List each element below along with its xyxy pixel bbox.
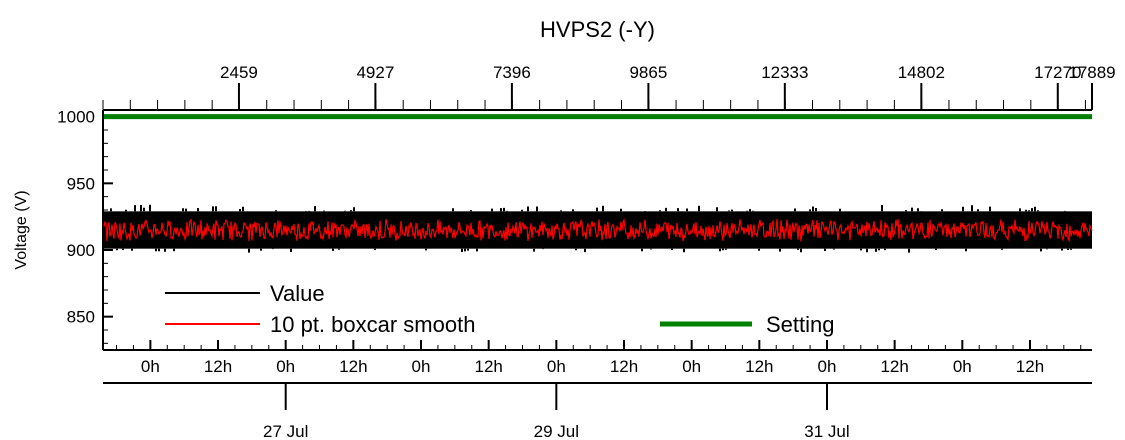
y-axis-label: Voltage (V) xyxy=(13,190,30,269)
time-axis-tick-label: 0h xyxy=(818,357,837,376)
legend-label-smooth: 10 pt. boxcar smooth xyxy=(270,312,475,337)
time-axis-tick-label: 12h xyxy=(204,357,232,376)
top-axis-tick-label: 14802 xyxy=(898,63,945,82)
legend-label-setting: Setting xyxy=(766,312,835,337)
date-axis-tick-label: 29 Jul xyxy=(534,422,579,440)
y-axis-tick-label: 1000 xyxy=(57,108,95,127)
time-axis-tick-label: 0h xyxy=(953,357,972,376)
time-axis-tick-label: 0h xyxy=(141,357,160,376)
y-axis-tick-label: 900 xyxy=(67,241,95,260)
top-axis-tick-label: 17270 xyxy=(1034,63,1081,82)
value-series-spikes xyxy=(110,204,1072,253)
top-axis-tick-label: 7396 xyxy=(493,63,531,82)
time-axis-tick-label: 12h xyxy=(610,357,638,376)
time-axis-tick-label: 12h xyxy=(880,357,908,376)
legend-label-value: Value xyxy=(270,281,325,306)
time-axis: 0h 12h 0h 12h 0h 12h 0h 12h 0h 12h 0h 12h 0h 12h xyxy=(103,340,1092,376)
time-axis-tick-label: 12h xyxy=(339,357,367,376)
time-axis-tick-label: 0h xyxy=(547,357,566,376)
top-axis-tick-label: 2459 xyxy=(220,63,258,82)
time-axis-tick-label: 12h xyxy=(745,357,773,376)
top-axis-tick-label: 12333 xyxy=(761,63,808,82)
top-axis-tick-label: 9865 xyxy=(629,63,667,82)
y-axis: 850 900 950 1000 xyxy=(57,108,113,350)
date-axis-tick-label: 31 Jul xyxy=(804,422,849,440)
date-axis: 27 Jul 29 Jul 31 Jul xyxy=(103,382,1092,440)
y-axis-tick-label: 850 xyxy=(67,308,95,327)
time-axis-tick-label: 12h xyxy=(1016,357,1044,376)
date-axis-tick-label: 27 Jul xyxy=(263,422,308,440)
smooth-series-line xyxy=(103,217,1093,243)
time-axis-tick-label: 0h xyxy=(412,357,431,376)
legend: Value 10 pt. boxcar smooth Setting xyxy=(165,281,835,337)
time-axis-tick-label: 0h xyxy=(276,357,295,376)
top-axis-tick-label: 4927 xyxy=(356,63,394,82)
top-axis-tick-label: 17889 xyxy=(1068,63,1115,82)
time-axis-tick-label: 12h xyxy=(474,357,502,376)
chart-title: HVPS2 (-Y) xyxy=(540,17,655,42)
plot-area xyxy=(103,114,1093,253)
time-axis-tick-label: 0h xyxy=(682,357,701,376)
y-axis-tick-label: 950 xyxy=(67,174,95,193)
